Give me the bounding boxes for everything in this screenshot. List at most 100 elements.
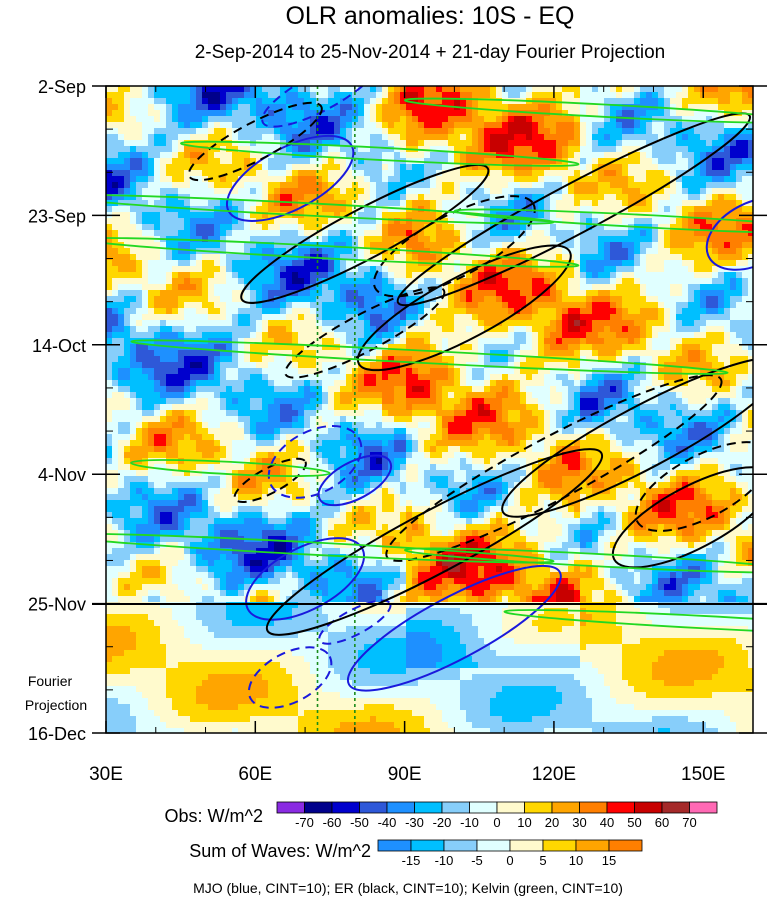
heatmap-cell bbox=[322, 248, 329, 255]
heatmap-cell bbox=[514, 158, 521, 165]
heatmap-cell bbox=[664, 122, 671, 129]
heatmap-cell bbox=[454, 170, 461, 177]
heatmap-cell bbox=[664, 290, 671, 297]
heatmap-cell bbox=[748, 272, 753, 279]
heatmap-cell bbox=[256, 230, 263, 237]
heatmap-cell bbox=[112, 302, 119, 309]
heatmap-cell bbox=[340, 272, 347, 279]
heatmap-cell bbox=[454, 278, 461, 285]
heatmap-cell bbox=[616, 122, 623, 129]
heatmap-cell bbox=[154, 278, 161, 285]
heatmap-cell bbox=[328, 128, 335, 135]
heatmap-cell bbox=[196, 242, 203, 249]
heatmap-cell bbox=[142, 200, 149, 207]
heatmap-cell bbox=[484, 230, 491, 237]
heatmap-cell bbox=[502, 140, 509, 147]
heatmap-cell bbox=[298, 326, 305, 333]
heatmap-cell bbox=[436, 356, 443, 363]
heatmap-cell bbox=[646, 248, 653, 255]
heatmap-cell bbox=[586, 350, 593, 357]
heatmap-cell bbox=[658, 248, 665, 255]
heatmap-cell bbox=[478, 332, 485, 339]
heatmap-cell bbox=[160, 356, 167, 363]
heatmap-cell bbox=[676, 302, 683, 309]
heatmap-cell bbox=[670, 104, 677, 111]
heatmap-cell bbox=[298, 104, 305, 111]
heatmap-cell bbox=[598, 170, 605, 177]
heatmap-cell bbox=[670, 260, 677, 267]
heatmap-cell bbox=[706, 188, 713, 195]
heatmap-cell bbox=[610, 134, 617, 141]
heatmap-cell bbox=[106, 104, 113, 111]
heatmap-cell bbox=[628, 128, 635, 135]
heatmap-cell bbox=[598, 224, 605, 231]
heatmap-cell bbox=[400, 134, 407, 141]
heatmap-cell bbox=[442, 302, 449, 309]
heatmap-cell bbox=[454, 200, 461, 207]
heatmap-cell bbox=[478, 98, 485, 105]
heatmap-cell bbox=[196, 308, 203, 315]
heatmap-cell bbox=[358, 212, 365, 219]
heatmap-cell bbox=[394, 212, 401, 219]
heatmap-cell bbox=[250, 302, 257, 309]
heatmap-cell bbox=[376, 206, 383, 213]
heatmap-cell bbox=[238, 344, 245, 351]
heatmap-cell bbox=[670, 254, 677, 261]
heatmap-cell bbox=[538, 200, 545, 207]
heatmap-cell bbox=[238, 356, 245, 363]
heatmap-cell bbox=[736, 140, 743, 147]
heatmap-cell bbox=[592, 296, 599, 303]
heatmap-cell bbox=[136, 140, 143, 147]
heatmap-cell bbox=[154, 296, 161, 303]
heatmap-cell bbox=[226, 140, 233, 147]
heatmap-cell bbox=[430, 320, 437, 327]
heatmap-cell bbox=[460, 140, 467, 147]
heatmap-cell bbox=[322, 194, 329, 201]
heatmap-cell bbox=[394, 128, 401, 135]
heatmap-cell bbox=[388, 278, 395, 285]
heatmap-cell bbox=[652, 314, 659, 321]
heatmap-cell bbox=[154, 218, 161, 225]
heatmap-cell bbox=[208, 356, 215, 363]
heatmap-cell bbox=[286, 338, 293, 345]
heatmap-cell bbox=[724, 218, 731, 225]
heatmap-cell bbox=[226, 260, 233, 267]
heatmap-cell bbox=[652, 86, 659, 93]
heatmap-cell bbox=[466, 332, 473, 339]
heatmap-cell bbox=[424, 164, 431, 171]
heatmap-cell bbox=[718, 164, 725, 171]
heatmap-cell bbox=[280, 260, 287, 267]
heatmap-cell bbox=[394, 218, 401, 225]
heatmap-cell bbox=[166, 296, 173, 303]
heatmap-cell bbox=[286, 128, 293, 135]
heatmap-cell bbox=[130, 290, 137, 297]
heatmap-cell bbox=[388, 86, 395, 93]
heatmap-cell bbox=[688, 248, 695, 255]
heatmap-cell bbox=[400, 338, 407, 345]
heatmap-cell bbox=[190, 278, 197, 285]
heatmap-cell bbox=[328, 350, 335, 357]
heatmap-cell bbox=[184, 98, 191, 105]
heatmap-cell bbox=[166, 314, 173, 321]
heatmap-cell bbox=[592, 122, 599, 129]
heatmap-cell bbox=[670, 128, 677, 135]
heatmap-cell bbox=[580, 260, 587, 267]
heatmap-cell bbox=[556, 320, 563, 327]
heatmap-cell bbox=[298, 86, 305, 93]
heatmap-cell bbox=[310, 350, 317, 357]
heatmap-cell bbox=[286, 284, 293, 291]
heatmap-cell bbox=[646, 194, 653, 201]
heatmap-cell bbox=[538, 332, 545, 339]
heatmap-cell bbox=[610, 242, 617, 249]
heatmap-cell bbox=[208, 92, 215, 99]
heatmap-cell bbox=[184, 248, 191, 255]
heatmap-cell bbox=[274, 242, 281, 249]
heatmap-cell bbox=[688, 140, 695, 147]
heatmap-cell bbox=[196, 140, 203, 147]
heatmap-cell bbox=[658, 158, 665, 165]
heatmap-cell bbox=[238, 206, 245, 213]
heatmap-cell bbox=[334, 110, 341, 117]
heatmap-cell bbox=[478, 326, 485, 333]
heatmap-cell bbox=[616, 260, 623, 267]
heatmap-cell bbox=[130, 266, 137, 273]
